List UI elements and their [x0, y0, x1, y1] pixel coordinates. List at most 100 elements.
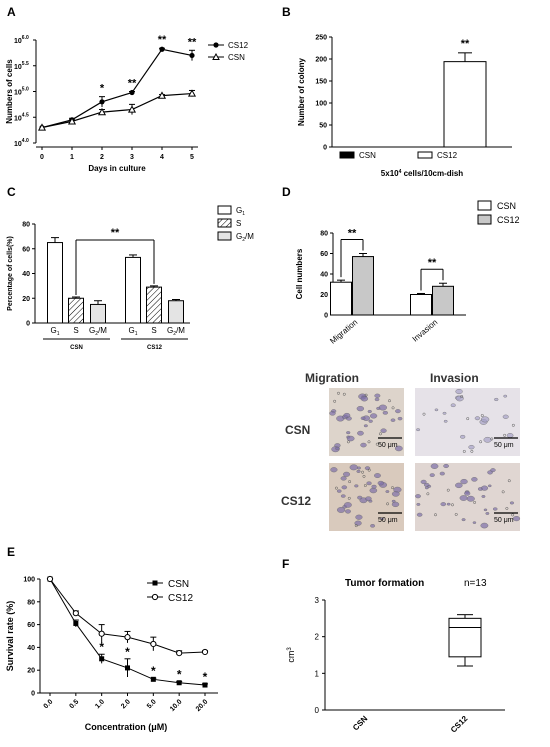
micrograph-col-label: Migration	[305, 371, 359, 385]
legend-swatch-CS12	[477, 214, 492, 225]
y-tick-label: 40	[320, 272, 328, 279]
cell-blob	[461, 518, 466, 522]
pore	[367, 468, 371, 472]
y-tick-label: 20	[320, 292, 328, 299]
data-point-CSN	[157, 91, 167, 99]
scale-bar-label: 50 μm	[378, 517, 398, 524]
y-tick-label: 40	[22, 271, 30, 278]
panel-label-c: C	[7, 185, 16, 199]
cell-blob	[466, 495, 475, 502]
x-tick-label: 5	[190, 154, 194, 161]
cell-blob	[455, 395, 464, 402]
x-tick-label: 1.0	[94, 698, 106, 710]
x-tick-suffix: /M	[98, 326, 107, 335]
cell-blob	[380, 517, 385, 521]
x-tick-label: Invasion	[411, 318, 440, 344]
significance-mark: **	[128, 78, 137, 90]
cell-blob	[370, 524, 375, 528]
x-tick-label: G2/M	[167, 326, 185, 337]
cell-blob	[483, 508, 488, 512]
legend-sub: 2	[242, 237, 245, 243]
legend-swatch	[217, 205, 232, 215]
cell-blob	[378, 404, 387, 411]
panel-label-b: B	[282, 5, 291, 19]
cell-blob	[480, 522, 489, 529]
bar-Invasion-CSN	[410, 294, 432, 316]
cell-blob	[502, 414, 509, 419]
cell-blob	[336, 507, 346, 513]
legend-marker-CS12	[151, 593, 159, 601]
cell-blob	[356, 469, 361, 473]
x-tick-label: 4	[160, 154, 164, 161]
cell-blob	[460, 434, 466, 439]
cell-blob	[443, 463, 449, 469]
significance-mark: **	[461, 38, 470, 50]
group-label: CSN	[70, 345, 83, 351]
pore	[434, 513, 437, 517]
pore	[388, 399, 391, 403]
y-tick-label: 80	[22, 222, 30, 229]
y-tick-exponent: 5.5	[22, 61, 29, 67]
x-axis-title: Days in culture	[88, 164, 146, 173]
legend-label-CSN: CSN	[497, 201, 516, 211]
cell-blob	[360, 416, 366, 420]
cell-blob	[509, 501, 514, 505]
cell-blob	[343, 502, 352, 508]
pore	[391, 406, 395, 410]
legend-label-CSN: CSN	[359, 151, 376, 160]
legend-swatch-CSN	[339, 151, 355, 159]
cell-blob	[370, 413, 378, 419]
y-tick-label: 0	[31, 691, 35, 698]
cell-blob	[335, 446, 340, 451]
cell-blob	[356, 406, 365, 412]
cell-blob	[493, 507, 498, 511]
cell-blob	[380, 428, 387, 433]
y-tick-label: 60	[320, 251, 328, 258]
significance-mark: **	[111, 227, 120, 239]
x-tick-label: G1	[50, 326, 59, 337]
y-tick-label: 60	[27, 622, 35, 629]
panel-label-e: E	[7, 545, 15, 559]
panel-label-d: D	[282, 185, 291, 199]
x-tick-sub: 2	[173, 331, 176, 337]
cell-blob	[512, 516, 521, 522]
cell-blob	[368, 419, 373, 423]
y-tick-label: 20	[27, 668, 35, 675]
pore	[507, 479, 511, 483]
data-point-CSN	[37, 123, 47, 131]
cell-blob	[364, 466, 371, 471]
pore	[451, 503, 454, 507]
cell-blob	[385, 490, 390, 493]
cell-blob	[365, 496, 372, 502]
y-tick-label: 40	[27, 645, 35, 652]
x-axis-title-rest: cells/10cm-dish	[401, 169, 463, 178]
y-tick-label: 0	[26, 321, 30, 328]
micrograph-row-label: CSN	[285, 423, 310, 437]
y-tick-label: 250	[315, 35, 327, 42]
bar-CSN	[374, 146, 416, 147]
pore	[511, 513, 515, 517]
pore	[422, 412, 426, 416]
x-axis-title: Concentration (μM)	[85, 722, 168, 732]
significance-mark: **	[188, 36, 197, 48]
x-tick-label: CS12	[449, 714, 470, 735]
cell-blob	[343, 412, 351, 418]
pore	[479, 440, 483, 444]
data-point-CS12	[150, 640, 157, 648]
x-tick-sub: 1	[57, 331, 60, 337]
pore	[470, 449, 474, 453]
cell-blob	[427, 484, 432, 488]
cell-blob	[434, 408, 439, 412]
cell-blob	[442, 411, 447, 415]
pore	[490, 437, 494, 441]
cell-blob	[343, 471, 351, 477]
y-axis-title: Number of colony	[297, 57, 306, 126]
data-point-CSN	[187, 89, 197, 97]
cell-blob	[355, 514, 363, 520]
x-tick-label: 0	[40, 154, 44, 161]
y-tick-label: 80	[27, 599, 35, 606]
y-tick-label: 106.0	[14, 35, 29, 45]
data-point-CSN	[176, 680, 182, 686]
y-tick-label: 105.0	[14, 87, 29, 97]
cell-blob	[374, 393, 381, 398]
